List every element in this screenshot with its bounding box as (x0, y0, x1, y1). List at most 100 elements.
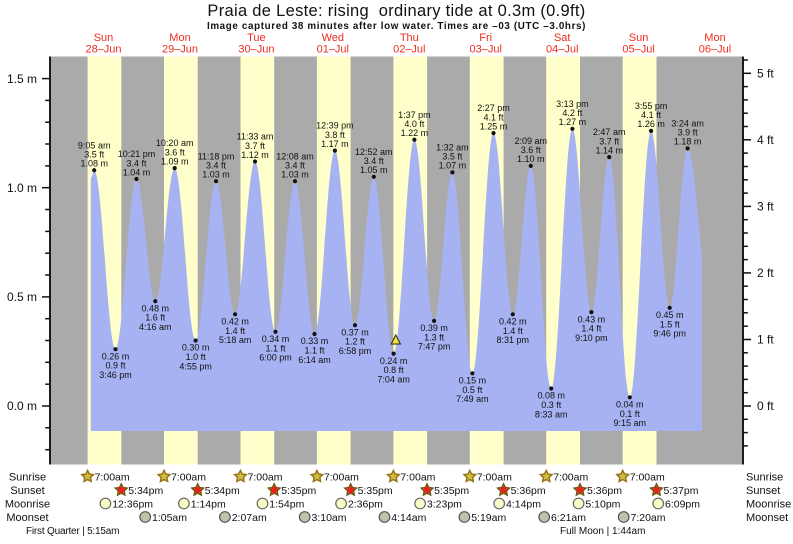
svg-text:4 ft: 4 ft (757, 133, 774, 147)
svg-text:0.26 m: 0.26 m (102, 351, 130, 361)
svg-text:2:36pm: 2:36pm (348, 498, 383, 510)
svg-text:Moonrise: Moonrise (746, 498, 791, 510)
svg-text:1.05 m: 1.05 m (360, 165, 388, 175)
svg-text:5:18 am: 5:18 am (219, 335, 252, 345)
svg-text:3.4 ft: 3.4 ft (126, 158, 147, 168)
svg-text:8:31 pm: 8:31 pm (497, 335, 530, 345)
svg-text:1.04 m: 1.04 m (123, 167, 151, 177)
svg-text:7:00am: 7:00am (248, 471, 283, 483)
svg-text:5 ft: 5 ft (757, 67, 774, 81)
svg-text:Praia de Leste: rising ordina: Praia de Leste: rising ordinary tide at … (207, 2, 585, 20)
svg-text:1.4 ft: 1.4 ft (503, 326, 524, 336)
svg-text:9:05 am: 9:05 am (78, 140, 111, 150)
svg-text:1:05am: 1:05am (152, 512, 187, 524)
svg-text:5:36pm: 5:36pm (511, 485, 546, 497)
svg-text:3.6 ft: 3.6 ft (521, 145, 542, 155)
svg-text:Mon: Mon (169, 32, 190, 44)
svg-text:Wed: Wed (322, 32, 344, 44)
svg-text:1:14pm: 1:14pm (191, 498, 226, 510)
svg-text:03–Jul: 03–Jul (469, 44, 501, 56)
svg-text:02–Jul: 02–Jul (393, 44, 425, 56)
svg-text:3.9 ft: 3.9 ft (678, 128, 699, 138)
svg-text:4:55 pm: 4:55 pm (179, 361, 212, 371)
svg-text:7:49 am: 7:49 am (456, 394, 489, 404)
svg-text:4.1 ft: 4.1 ft (641, 110, 662, 120)
svg-text:1.4 ft: 1.4 ft (581, 324, 602, 334)
svg-text:1.07 m: 1.07 m (439, 161, 467, 171)
svg-text:6:58 pm: 6:58 pm (339, 346, 372, 356)
svg-text:0.0 m: 0.0 m (7, 399, 37, 413)
svg-text:First Quarter | 5:15am: First Quarter | 5:15am (26, 526, 119, 537)
svg-text:5:34pm: 5:34pm (128, 485, 163, 497)
svg-text:2:09 am: 2:09 am (515, 136, 548, 146)
svg-text:Mon: Mon (704, 32, 725, 44)
svg-text:3:10am: 3:10am (312, 512, 347, 524)
svg-text:Moonset: Moonset (6, 512, 48, 524)
svg-text:3.4 ft: 3.4 ft (206, 161, 227, 171)
svg-text:Fri: Fri (479, 32, 492, 44)
svg-text:1.2 ft: 1.2 ft (345, 337, 366, 347)
svg-text:01–Jul: 01–Jul (317, 44, 349, 56)
svg-text:0.34 m: 0.34 m (262, 334, 290, 344)
svg-text:3.5 ft: 3.5 ft (442, 152, 463, 162)
svg-text:5:10pm: 5:10pm (585, 498, 620, 510)
svg-text:0.43 m: 0.43 m (578, 314, 606, 324)
svg-text:4.0 ft: 4.0 ft (404, 119, 425, 129)
svg-text:1:54pm: 1:54pm (269, 498, 304, 510)
svg-text:1.27 m: 1.27 m (559, 117, 587, 127)
svg-text:Sun: Sun (94, 32, 114, 44)
svg-text:7:00am: 7:00am (477, 471, 512, 483)
svg-text:7:04 am: 7:04 am (377, 374, 410, 384)
svg-text:6:09pm: 6:09pm (665, 498, 700, 510)
svg-text:7:00am: 7:00am (400, 471, 435, 483)
svg-text:0.42 m: 0.42 m (221, 317, 249, 327)
svg-text:0.24 m: 0.24 m (380, 356, 408, 366)
svg-text:0.42 m: 0.42 m (499, 317, 527, 327)
svg-text:5:35pm: 5:35pm (281, 485, 316, 497)
svg-text:Image captured 38 minutes afte: Image captured 38 minutes after low wate… (207, 21, 586, 32)
svg-text:0.45 m: 0.45 m (656, 310, 684, 320)
svg-text:3.6 ft: 3.6 ft (165, 147, 186, 157)
svg-text:4:16 am: 4:16 am (139, 322, 172, 332)
svg-text:1.5 m: 1.5 m (7, 72, 37, 86)
svg-text:1:32 am: 1:32 am (436, 143, 469, 153)
svg-text:1.22 m: 1.22 m (401, 128, 429, 138)
svg-text:6:00 pm: 6:00 pm (259, 353, 292, 363)
svg-text:7:00am: 7:00am (553, 471, 588, 483)
svg-text:1.14 m: 1.14 m (595, 145, 623, 155)
svg-text:3.4 ft: 3.4 ft (285, 161, 306, 171)
svg-text:3:13 pm: 3:13 pm (556, 99, 589, 109)
svg-text:0.3 ft: 0.3 ft (541, 400, 562, 410)
svg-text:1.6 ft: 1.6 ft (145, 313, 166, 323)
svg-text:0.48 m: 0.48 m (142, 303, 170, 313)
svg-text:3.7 ft: 3.7 ft (599, 136, 620, 146)
svg-text:5:34pm: 5:34pm (205, 485, 240, 497)
svg-text:10:20 am: 10:20 am (156, 138, 194, 148)
svg-text:Tue: Tue (247, 32, 266, 44)
svg-text:12:36pm: 12:36pm (112, 498, 153, 510)
svg-text:3:24 am: 3:24 am (671, 119, 704, 129)
svg-text:0 ft: 0 ft (757, 399, 774, 413)
svg-text:1.26 m: 1.26 m (637, 119, 665, 129)
svg-text:7:00am: 7:00am (171, 471, 206, 483)
svg-text:4:14am: 4:14am (391, 512, 426, 524)
svg-text:2:07am: 2:07am (232, 512, 267, 524)
svg-text:5:35pm: 5:35pm (434, 485, 469, 497)
svg-text:9:10 pm: 9:10 pm (575, 333, 608, 343)
svg-text:1.09 m: 1.09 m (161, 156, 189, 166)
svg-text:Thu: Thu (400, 32, 419, 44)
svg-text:1.0 ft: 1.0 ft (186, 352, 207, 362)
svg-text:Moonset: Moonset (746, 512, 788, 524)
svg-text:12:39 pm: 12:39 pm (316, 121, 354, 131)
svg-text:0.39 m: 0.39 m (420, 323, 448, 333)
svg-text:28–Jun: 28–Jun (85, 44, 121, 56)
svg-text:0.5 m: 0.5 m (7, 290, 37, 304)
svg-text:7:20am: 7:20am (631, 512, 666, 524)
svg-text:1.12 m: 1.12 m (241, 150, 269, 160)
svg-text:0.15 m: 0.15 m (459, 376, 487, 386)
svg-text:1.1 ft: 1.1 ft (304, 346, 325, 356)
svg-text:0.37 m: 0.37 m (341, 327, 369, 337)
svg-text:1.4 ft: 1.4 ft (225, 326, 246, 336)
svg-text:1.03 m: 1.03 m (281, 170, 309, 180)
svg-text:1.17 m: 1.17 m (321, 139, 349, 149)
